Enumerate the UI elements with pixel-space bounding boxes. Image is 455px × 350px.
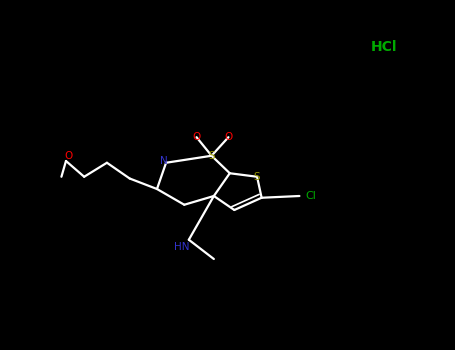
Text: S: S (254, 172, 260, 182)
Text: O: O (192, 132, 201, 142)
Text: O: O (224, 132, 233, 142)
Text: N: N (160, 156, 168, 166)
Text: O: O (64, 151, 72, 161)
Text: HCl: HCl (371, 40, 398, 54)
Text: HN: HN (174, 242, 190, 252)
Text: S: S (208, 151, 215, 161)
Text: Cl: Cl (305, 191, 316, 201)
